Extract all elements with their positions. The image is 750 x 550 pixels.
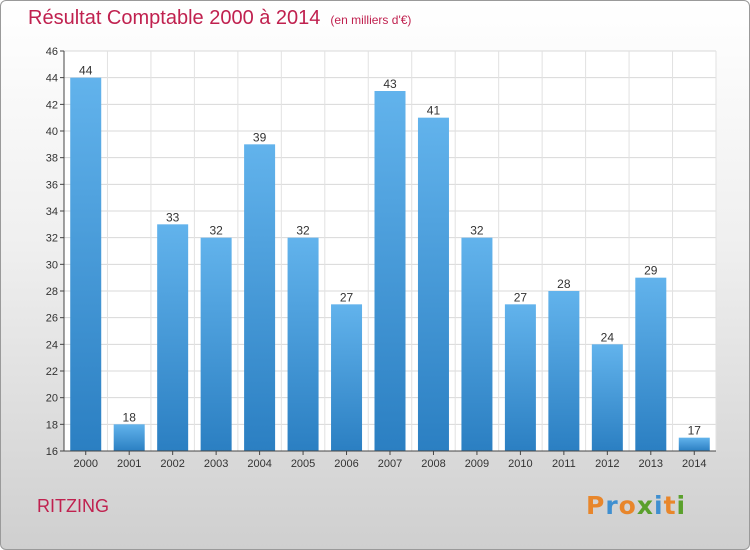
y-tick-label: 36 [46, 179, 58, 191]
bar-2005 [287, 237, 319, 451]
bar-2003 [200, 237, 232, 451]
data-label-2013: 29 [644, 264, 658, 278]
x-tick-label-2001: 2001 [117, 458, 141, 470]
data-label-2004: 39 [253, 130, 267, 144]
x-tick-label-2006: 2006 [334, 458, 358, 470]
data-label-2011: 28 [557, 277, 571, 291]
y-tick-label: 32 [46, 233, 58, 245]
y-tick-label: 38 [46, 153, 58, 165]
bar-2006 [331, 304, 363, 451]
x-tick-label-2004: 2004 [247, 458, 271, 470]
x-tick-label-2012: 2012 [595, 458, 619, 470]
data-label-2002: 33 [166, 210, 180, 224]
logo-letter: x [636, 491, 654, 520]
bar-2004 [244, 144, 276, 452]
axes: 16 18 20 22 24 26 28 30 32 34 36 38 40 42 44 46 2000 2001… [46, 46, 716, 470]
x-tick-label-2005: 2005 [291, 458, 315, 470]
chart-subtitle: (en milliers d'€) [330, 13, 412, 27]
data-label-2009: 32 [470, 224, 484, 238]
data-label-2005: 32 [296, 224, 310, 238]
x-tick-label-2011: 2011 [552, 458, 576, 470]
data-label-2007: 43 [383, 77, 397, 91]
data-label-2006: 27 [340, 290, 354, 304]
bar-2002 [157, 224, 189, 451]
y-tick-label: 28 [46, 286, 58, 298]
bar-2013 [635, 277, 667, 451]
logo-letter: t [663, 491, 677, 520]
title-text: Résultat Comptable 2000 à 2014 [28, 7, 321, 29]
bar-2008 [417, 117, 449, 452]
y-tick-label: 34 [46, 206, 58, 218]
x-tick-label-2010: 2010 [508, 458, 532, 470]
bar-2011 [548, 291, 580, 451]
data-label-2010: 27 [514, 290, 528, 304]
logo-letter: o [618, 491, 637, 520]
x-tick-label-2008: 2008 [421, 458, 445, 470]
y-tick-label: 18 [46, 419, 58, 431]
data-label-2014: 17 [688, 424, 702, 438]
y-tick-label: 46 [46, 46, 58, 58]
y-tick-label: 16 [46, 446, 58, 458]
y-tick-label: 24 [46, 339, 58, 351]
y-tick-label: 42 [46, 99, 58, 111]
bar-2010 [504, 304, 536, 451]
x-tick-label-2007: 2007 [378, 458, 402, 470]
bar-2000 [70, 77, 102, 452]
data-label-2001: 18 [123, 410, 137, 424]
data-label-2012: 24 [601, 330, 615, 344]
logo-letter: i [676, 491, 687, 520]
chart-title: Résultat Comptable 2000 à 2014 (en millie… [28, 7, 411, 30]
data-label-2008: 41 [427, 104, 441, 118]
bar-2001 [113, 424, 145, 451]
logo-letter: r [605, 491, 619, 520]
x-tick-label-2014: 2014 [682, 458, 706, 470]
bar-2009 [461, 237, 493, 451]
proxiti-logo: Proxiti [586, 491, 686, 520]
y-tick-label: 30 [46, 259, 58, 271]
y-tick-label: 40 [46, 126, 58, 138]
y-tick-label: 26 [46, 313, 58, 325]
data-label-2003: 32 [209, 224, 223, 238]
logo-letter: P [586, 491, 606, 520]
bar-2014 [678, 437, 710, 451]
bar-2007 [374, 91, 406, 451]
location-label: RITZING [37, 496, 109, 516]
x-tick-label-2002: 2002 [160, 458, 184, 470]
x-tick-label-2003: 2003 [204, 458, 228, 470]
y-tick-label: 22 [46, 366, 58, 378]
y-tick-label: 20 [46, 393, 58, 405]
x-tick-label-2013: 2013 [639, 458, 663, 470]
y-tick-label: 44 [46, 73, 58, 85]
logo-letter: i [654, 491, 664, 520]
data-label-2000: 44 [79, 64, 93, 78]
x-tick-label-2009: 2009 [465, 458, 489, 470]
bars: 44 18 33 32 39 32 27 43 41 32 27 28 24 29 17 [70, 64, 710, 452]
x-tick-label-2000: 2000 [73, 458, 97, 470]
bar-2012 [591, 344, 623, 451]
